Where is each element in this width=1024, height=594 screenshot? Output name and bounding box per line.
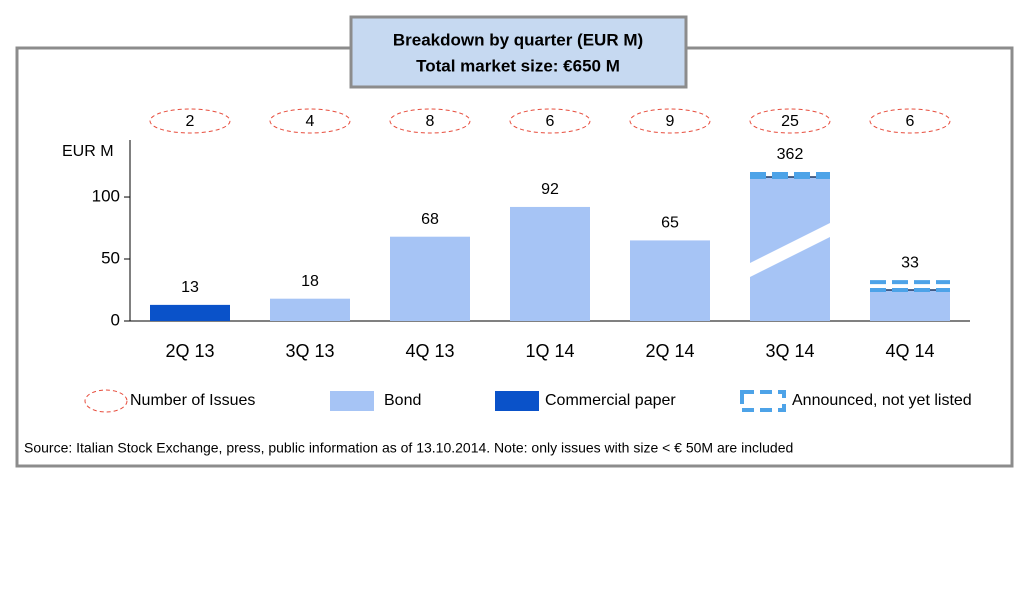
x-tick-label: 2Q 14: [645, 341, 694, 361]
legend-label: Commercial paper: [545, 392, 676, 409]
bar-segment: [390, 236, 470, 321]
issues-count: 8: [426, 113, 435, 130]
issues-ellipse: [389, 108, 471, 134]
issues-count: 9: [666, 113, 675, 130]
y-tick-label: 100: [92, 187, 120, 206]
x-tick-label: 1Q 14: [525, 341, 574, 361]
y-tick-label: 0: [111, 310, 120, 329]
source-note: Source: Italian Stock Exchange, press, p…: [24, 440, 793, 456]
announced-segment: [870, 280, 950, 293]
bar-segment: [270, 298, 350, 321]
announced-segment: [750, 172, 830, 179]
issues-ellipse: [869, 108, 951, 134]
bar-segment: [870, 290, 950, 321]
legend-swatch: [740, 390, 786, 412]
legend-label: Number of Issues: [130, 392, 255, 409]
data-label: 13: [181, 279, 199, 296]
title-box: [349, 15, 688, 89]
issues-ellipse: [629, 108, 711, 134]
legend-swatch: [330, 391, 374, 411]
data-label: 18: [301, 273, 319, 290]
y-axis-label: EUR M: [62, 143, 114, 160]
x-tick-label: 4Q 13: [405, 341, 454, 361]
issues-ellipse: [269, 108, 351, 134]
issues-ellipse: [509, 108, 591, 134]
x-tick-label: 4Q 14: [885, 341, 934, 361]
issues-count: 25: [781, 113, 799, 130]
issues-count: 6: [906, 113, 915, 130]
issues-ellipse: [749, 108, 831, 134]
issues-count: 6: [546, 113, 555, 130]
legend-swatch: [84, 389, 128, 413]
data-label: 362: [777, 146, 804, 163]
chart-title: Breakdown by quarter (EUR M): [393, 30, 643, 49]
data-label: 92: [541, 181, 559, 198]
issues-count: 2: [186, 113, 195, 130]
data-label: 65: [661, 215, 679, 232]
x-tick-label: 2Q 13: [165, 341, 214, 361]
data-label: 68: [421, 211, 439, 228]
legend-swatch: [495, 391, 539, 411]
x-tick-label: 3Q 14: [765, 341, 814, 361]
axis-break: [750, 223, 830, 277]
legend-label: Bond: [384, 392, 421, 409]
bar-segment: [510, 206, 590, 321]
chart-subtitle: Total market size: €650 M: [416, 56, 620, 75]
bar-segment: [630, 240, 710, 321]
legend-label: Announced, not yet listed: [792, 392, 972, 409]
y-tick-label: 50: [101, 248, 120, 267]
issues-ellipse: [149, 108, 231, 134]
x-tick-label: 3Q 13: [285, 341, 334, 361]
bar-segment: [150, 304, 230, 321]
data-label: 33: [901, 254, 919, 271]
issues-count: 4: [306, 113, 315, 130]
